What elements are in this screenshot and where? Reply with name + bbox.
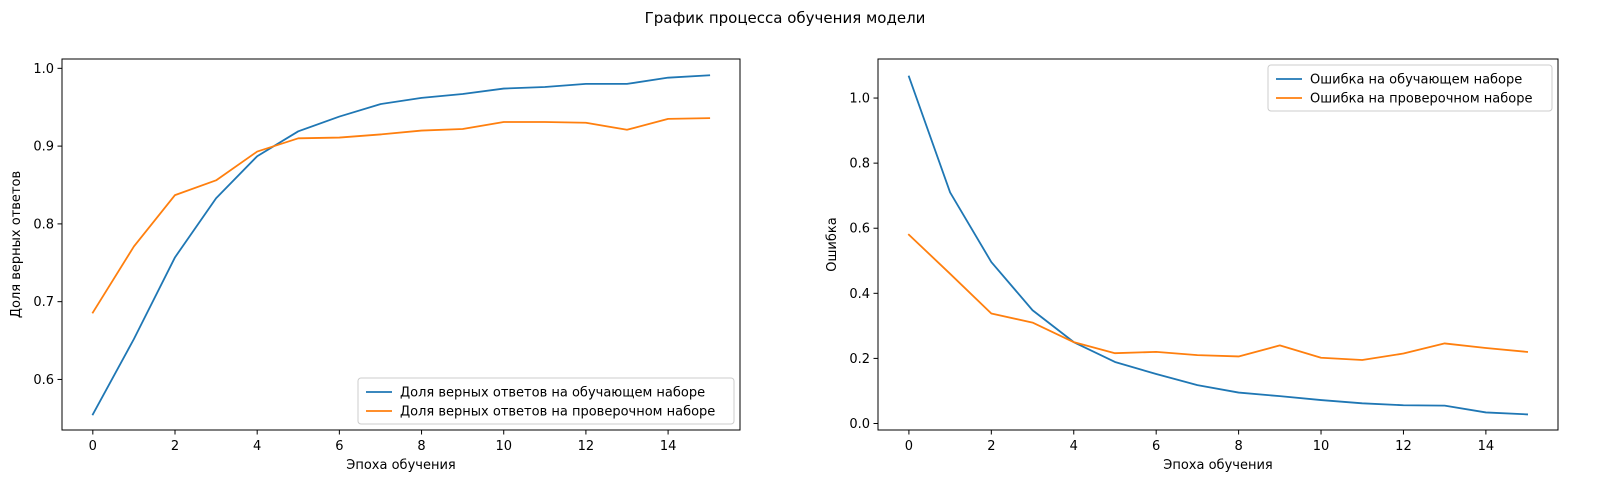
x-tick-label: 6	[1152, 439, 1160, 454]
y-tick-label: 0.6	[33, 373, 54, 388]
plot-frame	[877, 58, 1559, 431]
x-tick-label: 14	[1478, 439, 1495, 454]
y-tick-label: 1.0	[33, 62, 54, 77]
chart-panel-1: 0 2 4 6 8 10 12 14 0.6 0.7 0.8 0.9 1.0 Эпоха обучения…	[9, 58, 741, 473]
legend: Ошибка на обучающем наборе Ошибка на пров…	[1267, 64, 1553, 112]
x-tick-label: 10	[1313, 439, 1330, 454]
x-tick-label: 4	[1070, 439, 1078, 454]
y-axis-label: Доля верных ответов	[9, 171, 24, 318]
y-tick-label: 0.9	[33, 140, 54, 155]
x-axis-label: Эпоха обучения	[346, 458, 455, 473]
y-tick-label: 0.7	[33, 295, 54, 310]
legend-label-1: Ошибка на обучающем наборе	[1310, 73, 1522, 88]
legend-label-1: Доля верных ответов на обучающем наборе	[400, 386, 705, 401]
x-tick-label: 12	[1395, 439, 1412, 454]
x-tick-label: 14	[660, 439, 677, 454]
x-tick-label: 4	[253, 439, 261, 454]
series-line-1	[91, 74, 711, 416]
series-line-2	[91, 117, 711, 314]
x-tick-label: 0	[905, 439, 913, 454]
y-tick-label: 0.2	[849, 352, 870, 367]
y-axis-label: Ошибка	[825, 217, 840, 271]
x-axis-label: Эпоха обучения	[1163, 458, 1272, 473]
legend-box	[357, 377, 735, 425]
y-tick-label: 0.6	[849, 222, 870, 237]
chart-panel-2: 0 2 4 6 8 10 12 14 0.0 0.2 0.4 0.6 0.8 1.0 Эпоха обуче…	[825, 58, 1559, 473]
legend-label-2: Доля верных ответов на проверочном набор…	[400, 405, 715, 420]
x-tick-label: 8	[417, 439, 425, 454]
x-tick-label: 10	[495, 439, 512, 454]
x-tick-label: 8	[1234, 439, 1242, 454]
x-tick-label: 0	[89, 439, 97, 454]
legend: Доля верных ответов на обучающем наборе Д…	[357, 377, 735, 425]
y-tick-label: 0.4	[849, 287, 870, 302]
x-tick-label: 12	[578, 439, 595, 454]
y-tick-label: 1.0	[849, 92, 870, 107]
y-tick-label: 0.8	[849, 157, 870, 172]
y-tick-label: 0.8	[33, 217, 54, 232]
legend-box	[1267, 64, 1553, 112]
series-line-2	[907, 233, 1529, 361]
legend-label-2: Ошибка на проверочном наборе	[1310, 92, 1532, 107]
x-tick-label: 2	[987, 439, 995, 454]
x-tick-label: 2	[171, 439, 179, 454]
figure-suptitle: График процесса обучения модели	[645, 9, 926, 27]
series-line-1	[907, 75, 1529, 416]
y-tick-label: 0.0	[849, 417, 870, 432]
x-tick-label: 6	[335, 439, 343, 454]
plot-frame	[61, 58, 741, 431]
